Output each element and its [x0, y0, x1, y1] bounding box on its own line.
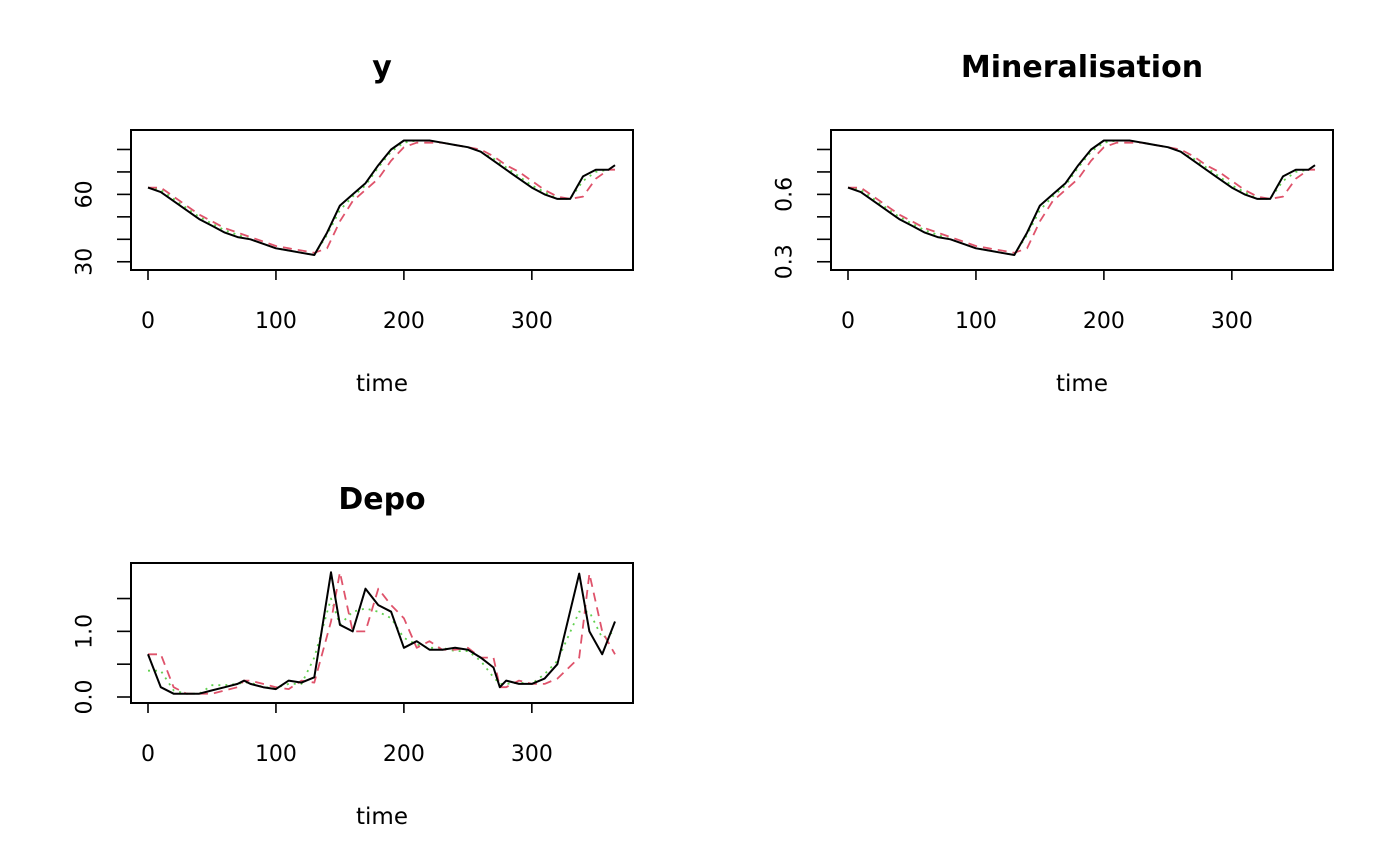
chart-title: y [372, 50, 392, 85]
chart-panel-1: y 0 100 200 300 time 30 60 [73, 50, 634, 397]
chart-panel-3: Depo 0 100 200 300 time 0.0 1.0 [73, 482, 634, 830]
y-tick-label: 0.6 [773, 177, 798, 212]
x-tick-label: 300 [511, 309, 553, 334]
y-tick-label: 60 [73, 180, 98, 208]
series-line-lagged [148, 141, 615, 254]
chart-title: Mineralisation [961, 50, 1203, 85]
x-tick-label: 0 [141, 309, 155, 334]
series-line-observed [147, 571, 616, 695]
x-tick-label: 0 [141, 742, 155, 767]
series-line-observed [847, 139, 1316, 256]
chart-panel-2: Mineralisation 0 100 200 300 time 0.3 0.6 [773, 50, 1334, 397]
x-tick-label: 200 [383, 309, 425, 334]
series-line-lagged [848, 141, 1315, 254]
chart-title: Depo [338, 482, 425, 517]
series-line-lagged [148, 571, 616, 695]
x-tick-label: 100 [255, 742, 297, 767]
x-tick-label: 300 [511, 742, 553, 767]
y-tick-label: 30 [73, 248, 98, 276]
y-tick-label: 1.0 [73, 614, 98, 649]
y-tick-label: 0.3 [773, 244, 798, 279]
x-tick-label: 0 [841, 309, 855, 334]
y-tick-label: 0.0 [73, 680, 98, 715]
x-tick-label: 200 [383, 742, 425, 767]
x-tick-label: 100 [955, 309, 997, 334]
plot-frame [130, 129, 634, 271]
series-line-observed [147, 139, 616, 256]
x-tick-label: 300 [1211, 309, 1253, 334]
plot-frame [130, 562, 634, 704]
x-axis-label: time [356, 371, 408, 397]
plot-frame [830, 129, 1334, 271]
x-tick-label: 200 [1083, 309, 1125, 334]
x-axis-label: time [356, 804, 408, 830]
series-line-interpolated [847, 139, 1316, 256]
x-tick-label: 100 [255, 309, 297, 334]
x-axis-label: time [1056, 371, 1108, 397]
series-line-interpolated [147, 139, 616, 256]
